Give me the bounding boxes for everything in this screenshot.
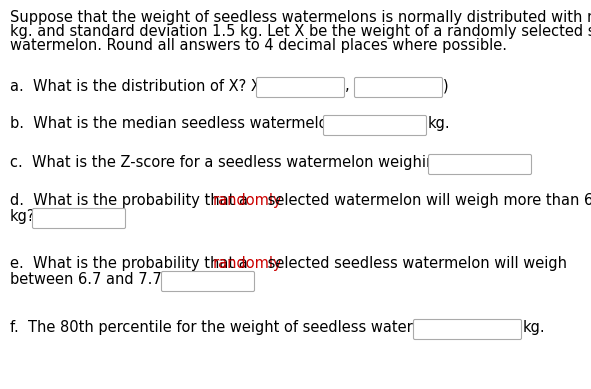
Text: ,: , [345,78,350,93]
Text: selected watermelon will weigh more than 6.5: selected watermelon will weigh more than… [263,193,591,208]
Text: kg.: kg. [523,320,545,335]
FancyBboxPatch shape [414,319,521,340]
Text: kg.: kg. [428,116,450,131]
Text: d.  What is the probability that a: d. What is the probability that a [10,193,252,208]
Text: b.  What is the median seedless watermelon weight?: b. What is the median seedless watermelo… [10,116,398,131]
FancyBboxPatch shape [323,116,427,135]
Text: kg. and standard deviation 1.5 kg. Let X be the weight of a randomly selected se: kg. and standard deviation 1.5 kg. Let X… [10,24,591,39]
Text: e.  What is the probability that a: e. What is the probability that a [10,256,252,271]
FancyBboxPatch shape [33,209,125,228]
Text: between 6.7 and 7.7 kg?: between 6.7 and 7.7 kg? [10,272,192,287]
Text: f.  The 80th percentile for the weight of seedless watermelons is: f. The 80th percentile for the weight of… [10,320,482,335]
FancyBboxPatch shape [256,77,345,98]
Text: ): ) [443,78,449,93]
FancyBboxPatch shape [428,154,531,175]
Text: randomly: randomly [213,193,282,208]
Text: kg?: kg? [10,209,35,224]
Text: selected seedless watermelon will weigh: selected seedless watermelon will weigh [263,256,567,271]
Text: Suppose that the weight of seedless watermelons is normally distributed with mea: Suppose that the weight of seedless wate… [10,10,591,25]
Text: randomly: randomly [213,256,282,271]
FancyBboxPatch shape [355,77,443,98]
Text: watermelon. Round all answers to 4 decimal places where possible.: watermelon. Round all answers to 4 decim… [10,38,507,53]
Text: a.  What is the distribution of X? X ~ N(: a. What is the distribution of X? X ~ N( [10,78,299,93]
FancyBboxPatch shape [161,272,255,291]
Text: c.  What is the Z-score for a seedless watermelon weighing 6.6 kg?: c. What is the Z-score for a seedless wa… [10,155,502,170]
